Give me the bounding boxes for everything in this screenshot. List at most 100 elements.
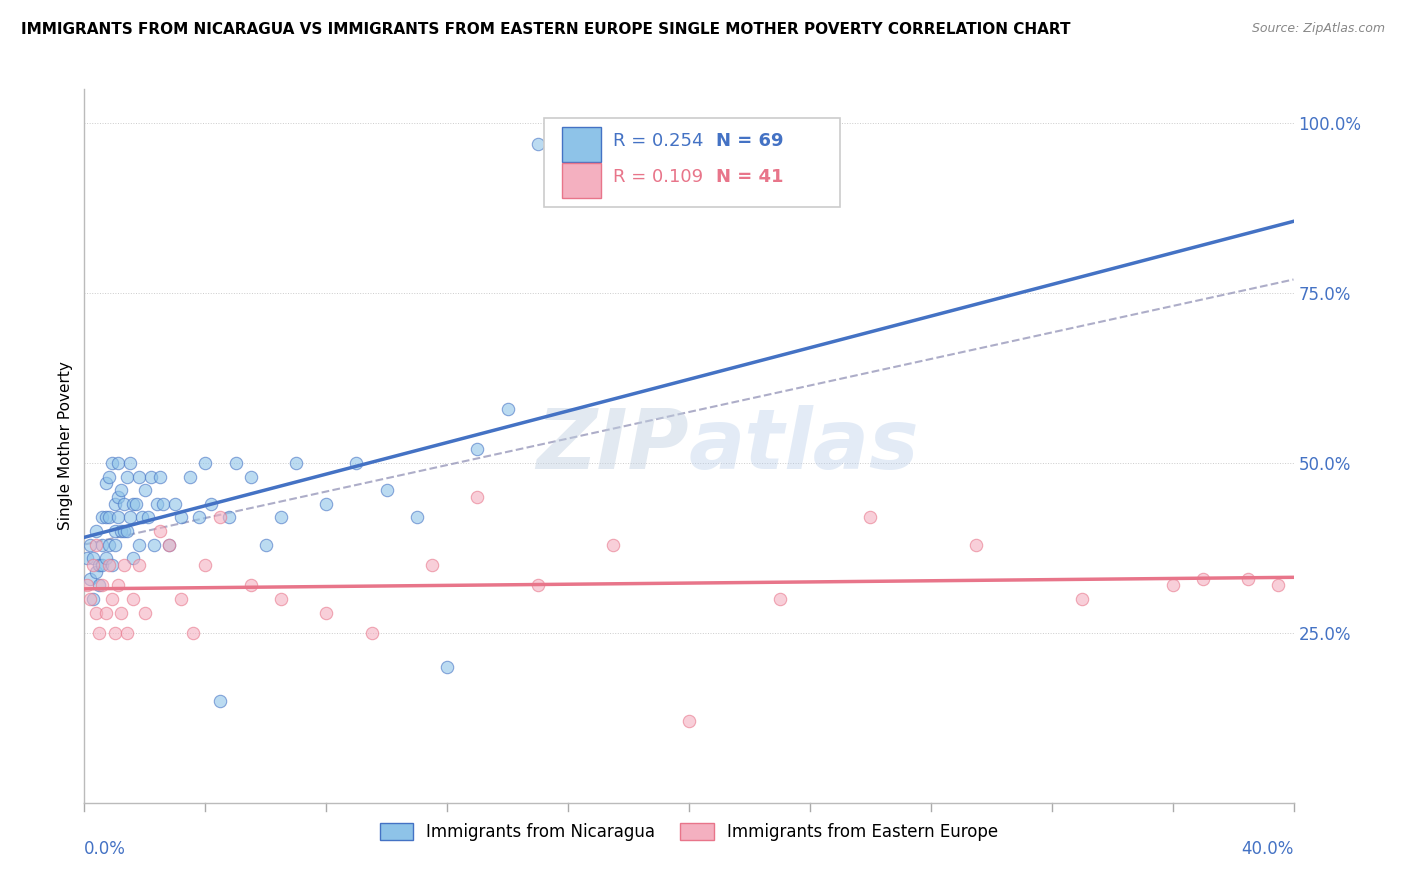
Point: [152, 497, 174, 511]
Point: [375, 483, 398, 498]
Point: [157, 537, 180, 551]
Point: [104, 524, 127, 538]
Text: IMMIGRANTS FROM NICARAGUA VS IMMIGRANTS FROM EASTERN EUROPE SINGLE MOTHER POVERT: IMMIGRANTS FROM NICARAGUA VS IMMIGRANTS …: [21, 22, 1070, 37]
Point: [86, 606, 108, 620]
Point: [315, 497, 337, 511]
Point: [406, 510, 429, 524]
Point: [97, 469, 120, 483]
Point: [100, 558, 122, 572]
Point: [859, 510, 882, 524]
Point: [100, 456, 122, 470]
Point: [91, 537, 114, 551]
Point: [76, 578, 98, 592]
Point: [91, 578, 114, 592]
Point: [115, 626, 138, 640]
Point: [527, 578, 550, 592]
Text: atlas: atlas: [689, 406, 920, 486]
Text: N = 41: N = 41: [716, 168, 783, 186]
Point: [218, 510, 240, 524]
Point: [107, 456, 129, 470]
Point: [100, 591, 122, 606]
Point: [142, 537, 165, 551]
Point: [89, 578, 111, 592]
Point: [104, 626, 127, 640]
Point: [121, 591, 143, 606]
Point: [346, 456, 368, 470]
Point: [125, 497, 148, 511]
Point: [115, 524, 138, 538]
Point: [82, 558, 104, 572]
Point: [112, 558, 135, 572]
Text: Source: ZipAtlas.com: Source: ZipAtlas.com: [1251, 22, 1385, 36]
Point: [97, 510, 120, 524]
Text: 40.0%: 40.0%: [1241, 840, 1294, 858]
Point: [94, 551, 117, 566]
Point: [128, 469, 150, 483]
Y-axis label: Single Mother Poverty: Single Mother Poverty: [58, 361, 73, 531]
Point: [200, 497, 222, 511]
Point: [194, 456, 217, 470]
Point: [467, 490, 489, 504]
Text: R = 0.109: R = 0.109: [613, 168, 703, 186]
Point: [89, 558, 111, 572]
Point: [149, 524, 172, 538]
Point: [121, 497, 143, 511]
Point: [86, 537, 108, 551]
Point: [1192, 572, 1215, 586]
Point: [128, 558, 150, 572]
Point: [181, 626, 204, 640]
Point: [94, 606, 117, 620]
Text: 0.0%: 0.0%: [84, 840, 127, 858]
Point: [165, 497, 187, 511]
Point: [115, 469, 138, 483]
Point: [110, 606, 132, 620]
Point: [170, 510, 193, 524]
Point: [128, 537, 150, 551]
Point: [170, 591, 193, 606]
Point: [436, 660, 458, 674]
Point: [360, 626, 382, 640]
Point: [91, 558, 114, 572]
Point: [89, 626, 111, 640]
Point: [86, 565, 108, 579]
Point: [239, 469, 262, 483]
Point: [139, 469, 162, 483]
Point: [91, 510, 114, 524]
Point: [107, 490, 129, 504]
Point: [270, 510, 292, 524]
Legend: Immigrants from Nicaragua, Immigrants from Eastern Europe: Immigrants from Nicaragua, Immigrants fr…: [373, 816, 1005, 848]
FancyBboxPatch shape: [562, 162, 600, 198]
Point: [82, 591, 104, 606]
Point: [118, 456, 141, 470]
Point: [149, 469, 172, 483]
Point: [467, 442, 489, 457]
Point: [136, 510, 159, 524]
Point: [239, 578, 262, 592]
Point: [110, 483, 132, 498]
Point: [315, 606, 337, 620]
Point: [104, 537, 127, 551]
Point: [602, 537, 624, 551]
Point: [527, 136, 550, 151]
Point: [107, 510, 129, 524]
Point: [965, 537, 987, 551]
Point: [131, 510, 153, 524]
Point: [420, 558, 443, 572]
Point: [118, 510, 141, 524]
Point: [97, 558, 120, 572]
Point: [1161, 578, 1184, 592]
Point: [112, 497, 135, 511]
FancyBboxPatch shape: [544, 118, 841, 207]
Point: [270, 591, 292, 606]
Point: [86, 524, 108, 538]
Point: [1267, 578, 1289, 592]
Point: [97, 537, 120, 551]
Point: [769, 591, 792, 606]
Point: [107, 578, 129, 592]
Point: [188, 510, 211, 524]
Point: [157, 537, 180, 551]
Point: [82, 551, 104, 566]
Point: [209, 510, 232, 524]
Point: [79, 591, 101, 606]
Point: [678, 714, 700, 729]
